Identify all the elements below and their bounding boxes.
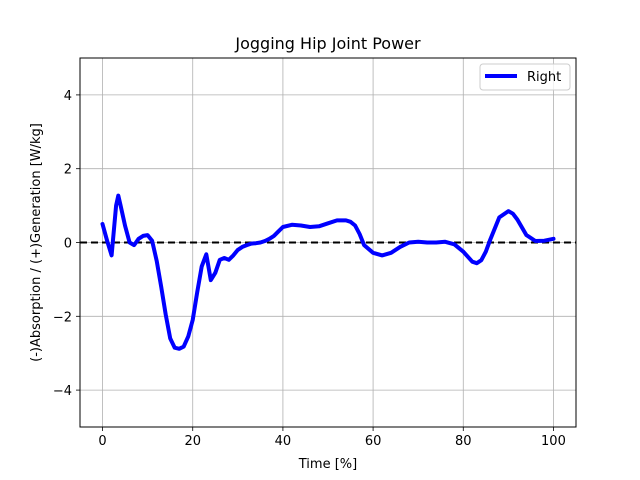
y-tick-label: 2 (64, 163, 72, 178)
x-axis-label: Time [%] (298, 457, 357, 472)
legend-box (479, 63, 571, 91)
x-tick-label: 80 (455, 434, 472, 449)
series-layer (100, 193, 556, 351)
axis-ticks: 0 20 40 60 80 100 −4 −2 0 2 4 (53, 89, 566, 449)
y-tick-label: 0 (64, 237, 72, 252)
y-tick-label: −2 (53, 310, 72, 325)
x-tick-label: 100 (541, 434, 566, 449)
y-tick-label: 4 (64, 89, 72, 104)
series-line-right (100, 193, 556, 351)
x-tick-label: 20 (184, 434, 201, 449)
x-tick-label: 40 (275, 434, 292, 449)
y-tick-label: −4 (53, 384, 72, 399)
x-tick-label: 0 (98, 434, 106, 449)
x-tick-label: 60 (365, 434, 382, 449)
chart-title: Jogging Hip Joint Power (234, 34, 421, 53)
legend: Right (479, 63, 571, 91)
y-axis-label: (-)Absorption / (+)Generation [W/kg] (29, 123, 44, 362)
legend-label: Right (527, 70, 561, 85)
